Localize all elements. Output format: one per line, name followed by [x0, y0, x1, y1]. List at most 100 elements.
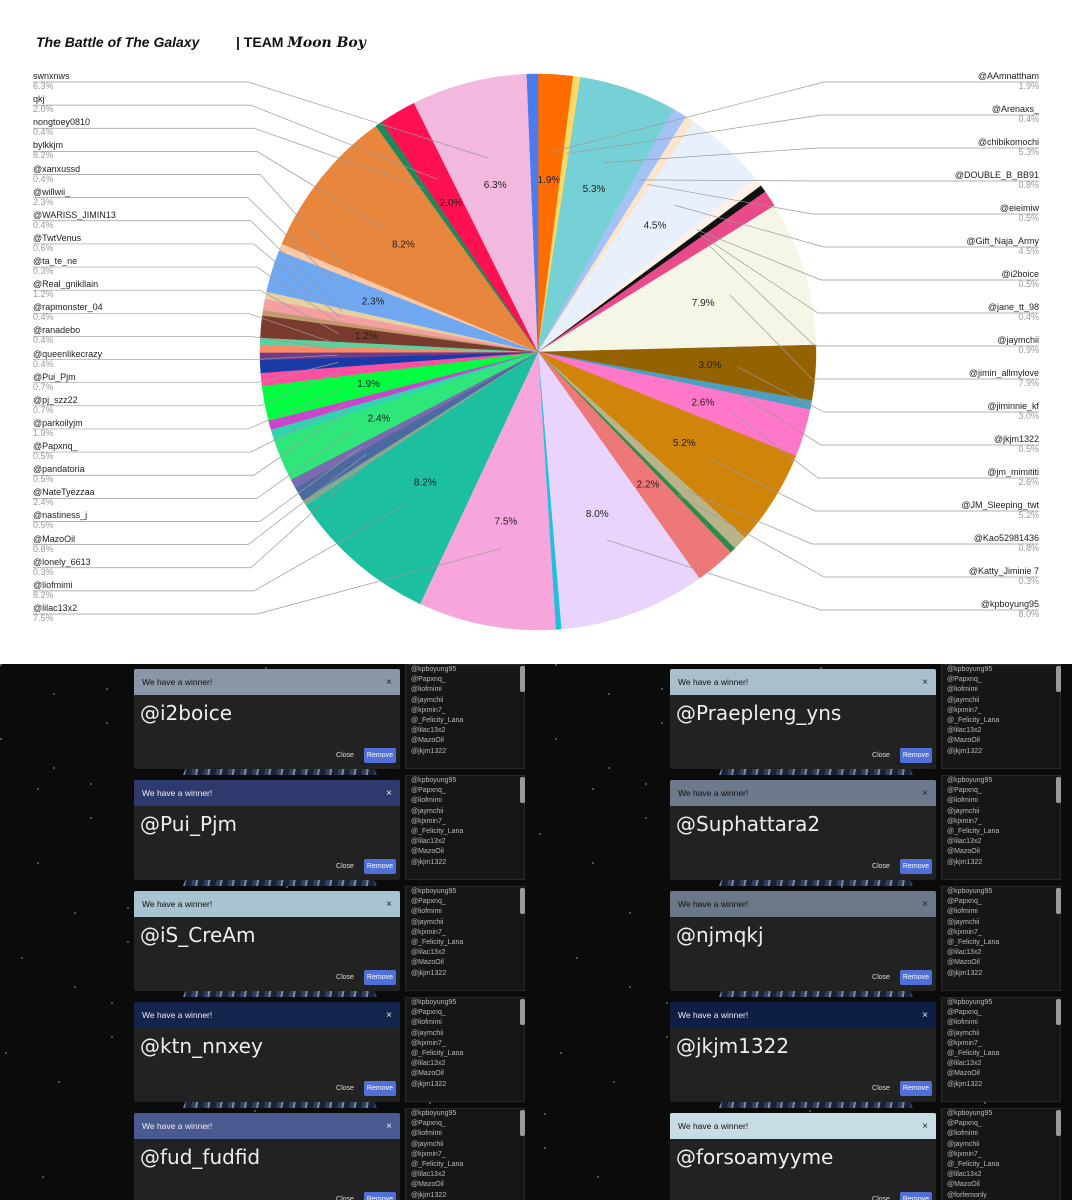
entries-list[interactable]: @kpboyung95 @Papxnq_ @liofmimi @jaymchii @kj…: [941, 1108, 1061, 1200]
list-scrollbar[interactable]: [1056, 999, 1061, 1025]
close-button[interactable]: Close: [868, 861, 894, 872]
legend-name: @JM_Sleeping_twt: [961, 500, 1039, 510]
remove-button[interactable]: Remove: [899, 1081, 932, 1096]
close-button[interactable]: Close: [332, 972, 358, 983]
close-button[interactable]: Close: [332, 750, 358, 761]
star-dot: [645, 783, 647, 785]
list-scrollbar[interactable]: [520, 1110, 525, 1136]
remove-button[interactable]: Remove: [899, 859, 932, 874]
entry-item: @Papxnq_: [411, 1009, 446, 1017]
leader-line: [734, 389, 1039, 446]
close-icon[interactable]: ×: [922, 1120, 928, 1132]
close-icon[interactable]: ×: [922, 898, 928, 910]
leader-line: [33, 460, 371, 569]
entry-item: @liofmimi: [411, 686, 442, 694]
entries-list[interactable]: @kpboyung95 @Papxnq_ @liofmimi @jaymchii @kj…: [405, 775, 525, 880]
legend-name: @jimin_allmylove: [968, 368, 1039, 378]
remove-button[interactable]: Remove: [363, 859, 396, 874]
close-button[interactable]: Close: [332, 861, 358, 872]
entry-item: @Papxnq_: [411, 1120, 446, 1128]
entries-list[interactable]: @kpboyung95 @Papxnq_ @liofmimi @jaymchii @kj…: [405, 886, 525, 991]
star-dot: [42, 1176, 44, 1178]
remove-button[interactable]: Remove: [899, 1192, 932, 1200]
remove-button[interactable]: Remove: [899, 970, 932, 985]
legend-percent: 3.0%: [1018, 411, 1039, 421]
entries-list[interactable]: @kpboyung95 @Papxnq_ @liofmimi @jaymchii @kj…: [941, 775, 1061, 880]
list-scrollbar[interactable]: [1056, 1110, 1061, 1136]
close-button[interactable]: Close: [868, 1194, 894, 1200]
entries-list[interactable]: @kpboyung95 @Papxnq_ @liofmimi @jaymchii @kj…: [405, 1108, 525, 1200]
winner-name: @Praepleng_yns: [676, 701, 842, 725]
entry-item: @jaymchii: [947, 1029, 980, 1037]
close-button[interactable]: Close: [868, 972, 894, 983]
close-icon[interactable]: ×: [922, 1009, 928, 1021]
close-icon[interactable]: ×: [386, 1009, 392, 1021]
remove-button[interactable]: Remove: [363, 748, 396, 763]
legend-name: @Pui_Pjm: [33, 371, 76, 382]
leader-line: [640, 179, 1039, 182]
dialog-header: We have a winner! ×: [670, 1113, 936, 1139]
legend-percent: 0.5%: [1018, 279, 1039, 289]
leader-line: [33, 454, 367, 545]
remove-button[interactable]: Remove: [363, 1081, 396, 1096]
remove-button[interactable]: Remove: [363, 970, 396, 985]
list-scrollbar[interactable]: [520, 888, 525, 914]
legend-label: bylkkjm 8.2%: [33, 140, 63, 160]
close-icon[interactable]: ×: [922, 676, 928, 688]
entry-item: @kpboyung95: [947, 666, 993, 673]
legend-label: @Katty_Jiminie 7 0.3%: [969, 566, 1039, 586]
close-button[interactable]: Close: [868, 750, 894, 761]
leader-line: [33, 503, 408, 592]
slice-value-label: 2.0%: [440, 198, 463, 209]
legend-name: qkj: [33, 94, 45, 105]
close-icon[interactable]: ×: [386, 1120, 392, 1132]
close-button[interactable]: Close: [868, 1083, 894, 1094]
list-scrollbar[interactable]: [1056, 666, 1061, 692]
list-scrollbar[interactable]: [1056, 777, 1061, 803]
close-icon[interactable]: ×: [386, 676, 392, 688]
leader-line: [33, 548, 501, 615]
remove-button[interactable]: Remove: [363, 1192, 396, 1200]
entry-item: @lilac13x2: [411, 838, 446, 846]
star-dot: [429, 1102, 431, 1104]
list-scrollbar[interactable]: [520, 666, 525, 692]
entries-list[interactable]: @kpboyung95 @Papxnq_ @liofmimi @jaymchii @kj…: [405, 664, 525, 769]
close-icon[interactable]: ×: [922, 787, 928, 799]
star-dot: [254, 1110, 256, 1112]
entry-item: @kjxmin7_: [947, 817, 982, 825]
dialog-title: We have a winner!: [678, 788, 749, 798]
star-dot: [53, 693, 55, 695]
entries-list[interactable]: @kpboyung95 @Papxnq_ @liofmimi @jaymchii @kj…: [941, 886, 1061, 991]
close-button[interactable]: Close: [332, 1194, 358, 1200]
close-icon[interactable]: ×: [386, 787, 392, 799]
entry-item: @MazoOil: [947, 737, 980, 745]
winner-name: @fud_fudfid: [140, 1145, 261, 1169]
entries-list[interactable]: @kpboyung95 @Papxnq_ @liofmimi @jaymchii @kj…: [941, 997, 1061, 1102]
winner-dialog: We have a winner! × @Suphattara2 Close Remov…: [670, 780, 936, 880]
remove-button[interactable]: Remove: [899, 748, 932, 763]
entry-item: @liofmimi: [411, 908, 442, 916]
star-dot: [841, 886, 843, 888]
close-icon[interactable]: ×: [386, 898, 392, 910]
star-dot: [106, 722, 108, 724]
legend-label: @willwii_ 2.3%: [33, 187, 70, 207]
close-button[interactable]: Close: [332, 1083, 358, 1094]
entry-item: @jaymchii: [947, 918, 980, 926]
entry-item: @_Felicity_Lana: [411, 1161, 464, 1169]
legend-label: @JM_Sleeping_twt 5.2%: [961, 500, 1039, 520]
winner-dialog: We have a winner! × @iS_CreAm Close Remove: [134, 891, 400, 991]
dialog-title: We have a winner!: [678, 677, 749, 687]
legend-name: @i2boice: [1001, 269, 1039, 279]
legend-name: @Papxnq_: [33, 441, 78, 452]
list-scrollbar[interactable]: [1056, 888, 1061, 914]
team-name: Moon Boy: [287, 35, 366, 51]
entries-list[interactable]: @kpboyung95 @Papxnq_ @liofmimi @jaymchii @kj…: [941, 664, 1061, 769]
entries-list[interactable]: @kpboyung95 @Papxnq_ @liofmimi @jaymchii @kj…: [405, 997, 525, 1102]
list-scrollbar[interactable]: [520, 777, 525, 803]
legend-name: @pandatoria: [33, 464, 85, 475]
entry-item: @jkjm1322: [411, 1080, 447, 1088]
legend-percent: 1.2%: [33, 289, 54, 300]
legend-percent: 0.5%: [33, 451, 54, 462]
dialog-actions: Close Remove: [868, 859, 932, 874]
list-scrollbar[interactable]: [520, 999, 525, 1025]
